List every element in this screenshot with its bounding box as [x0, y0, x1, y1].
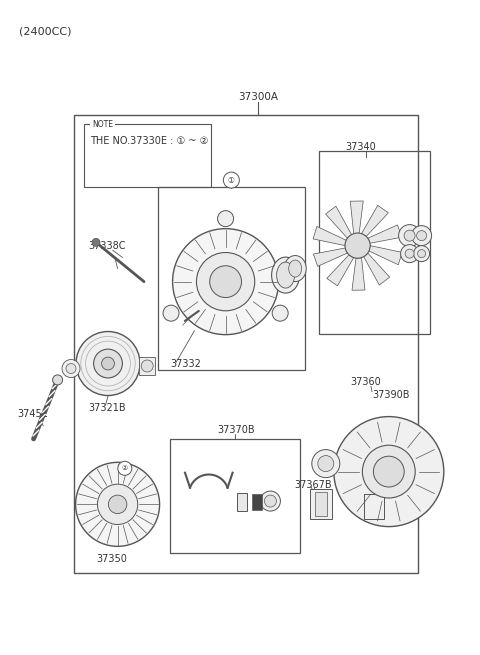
Bar [139, 357, 155, 375]
Circle shape [53, 375, 62, 385]
Ellipse shape [288, 260, 302, 277]
Ellipse shape [276, 262, 295, 288]
Circle shape [345, 233, 370, 258]
Polygon shape [327, 255, 354, 286]
Circle shape [217, 211, 234, 227]
Text: 37367B: 37367B [295, 479, 332, 490]
Bar [319, 151, 430, 334]
Text: 37340: 37340 [346, 141, 376, 152]
Circle shape [414, 246, 430, 261]
Text: 37370B: 37370B [217, 425, 254, 436]
Circle shape [223, 172, 240, 188]
Text: 37321B: 37321B [88, 403, 125, 413]
Polygon shape [361, 206, 388, 236]
Circle shape [102, 357, 114, 370]
Circle shape [196, 252, 255, 311]
Text: THE NO.37330E : ① ~ ②: THE NO.37330E : ① ~ ② [90, 136, 208, 147]
Bar [84, 124, 211, 187]
Polygon shape [352, 257, 365, 290]
Bar [314, 493, 326, 516]
Circle shape [66, 364, 76, 373]
Bar [364, 494, 384, 519]
Bar [310, 489, 332, 519]
Polygon shape [350, 201, 363, 234]
Text: 37390B: 37390B [372, 390, 409, 400]
Polygon shape [325, 206, 351, 238]
Circle shape [312, 449, 340, 477]
Text: NOTE: NOTE [92, 120, 113, 129]
Circle shape [210, 266, 241, 297]
Text: 37332: 37332 [170, 358, 201, 369]
Circle shape [373, 456, 404, 487]
Text: 37451: 37451 [18, 409, 48, 419]
Bar [74, 115, 418, 573]
Text: ①: ① [228, 176, 235, 185]
Circle shape [260, 491, 280, 511]
Circle shape [141, 360, 153, 372]
Circle shape [94, 349, 122, 378]
Text: 37300A: 37300A [238, 92, 278, 102]
Ellipse shape [272, 257, 300, 293]
Circle shape [334, 417, 444, 527]
Circle shape [76, 331, 140, 396]
Circle shape [405, 249, 414, 258]
Circle shape [418, 250, 426, 257]
Polygon shape [368, 225, 402, 243]
Polygon shape [313, 248, 348, 267]
Circle shape [163, 305, 179, 321]
Bar [238, 493, 247, 511]
Circle shape [173, 229, 278, 335]
Circle shape [398, 225, 420, 247]
Circle shape [62, 360, 80, 377]
Text: 37360: 37360 [350, 377, 381, 387]
Text: 37350: 37350 [96, 553, 127, 564]
Text: 37338C: 37338C [89, 240, 126, 251]
Circle shape [272, 305, 288, 321]
Polygon shape [364, 253, 390, 285]
Text: ②: ② [121, 465, 128, 472]
Circle shape [92, 238, 100, 246]
Circle shape [108, 495, 127, 514]
Bar [170, 439, 300, 553]
Circle shape [417, 231, 427, 240]
Bar [158, 187, 305, 370]
Ellipse shape [284, 255, 306, 282]
Polygon shape [313, 227, 346, 246]
Text: (2400CC): (2400CC) [19, 26, 72, 36]
Circle shape [264, 495, 276, 507]
Circle shape [412, 225, 432, 246]
Bar [252, 494, 263, 510]
Polygon shape [369, 246, 402, 265]
Circle shape [97, 484, 138, 525]
Circle shape [404, 230, 415, 241]
Circle shape [75, 462, 159, 546]
Circle shape [118, 461, 132, 476]
Circle shape [318, 456, 334, 472]
Circle shape [401, 244, 419, 263]
Circle shape [362, 445, 415, 498]
